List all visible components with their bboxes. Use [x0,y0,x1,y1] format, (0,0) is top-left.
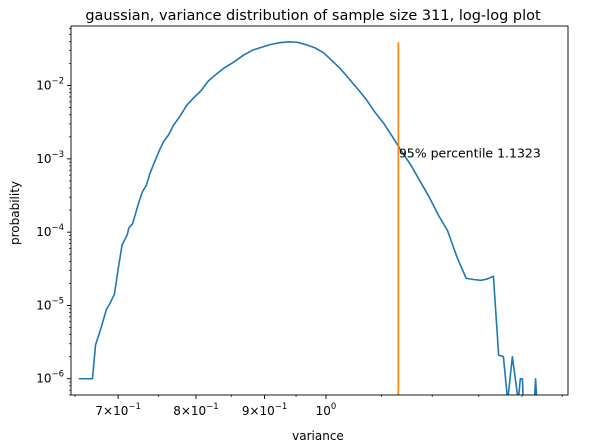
annotation-group: 95% percentile 1.1323 [399,146,541,161]
x-axis-label: variance [292,429,344,443]
chart-title: gaussian, variance distribution of sampl… [85,8,541,24]
plot-background [71,26,568,395]
plot-area [71,26,568,395]
series-group [78,41,538,395]
series-line-distribution [78,41,538,395]
y-axis-label: probability [8,181,22,245]
axes-frame [70,25,569,396]
percentile-annotation: 95% percentile 1.1323 [399,146,541,161]
